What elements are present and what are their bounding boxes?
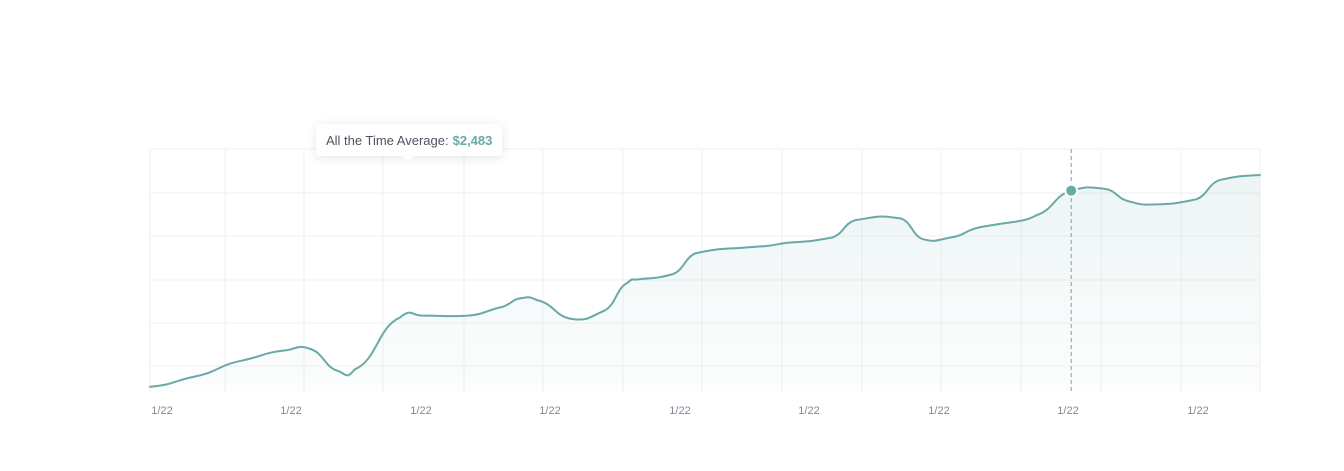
tooltip-value: $2,483 — [452, 132, 493, 148]
hover-point[interactable] — [1066, 185, 1077, 196]
x-tick-label: 1/22 — [798, 405, 819, 417]
x-tick-label: 1/22 — [1187, 405, 1208, 417]
x-tick-label: 1/22 — [1057, 405, 1078, 417]
x-tick-label: 1/22 — [928, 405, 949, 417]
line-layer — [149, 149, 1261, 392]
area-layer — [150, 175, 1260, 392]
tooltip-arrow — [402, 156, 414, 162]
x-axis: 1/22 1/22 1/22 1/22 1/22 1/22 1/22 1/22 1/22 — [151, 405, 1208, 417]
x-tick-label: 1/22 — [151, 405, 172, 417]
tooltip-label: All the Time Average: — [326, 132, 449, 148]
x-tick-label: 1/22 — [669, 405, 690, 417]
x-tick-label: 1/22 — [280, 405, 301, 417]
area-fill — [150, 175, 1260, 392]
x-tick-label: 1/22 — [410, 405, 431, 417]
x-tick-label: 1/22 — [539, 405, 560, 417]
average-tooltip: All the Time Average: $2,483 — [316, 124, 503, 162]
